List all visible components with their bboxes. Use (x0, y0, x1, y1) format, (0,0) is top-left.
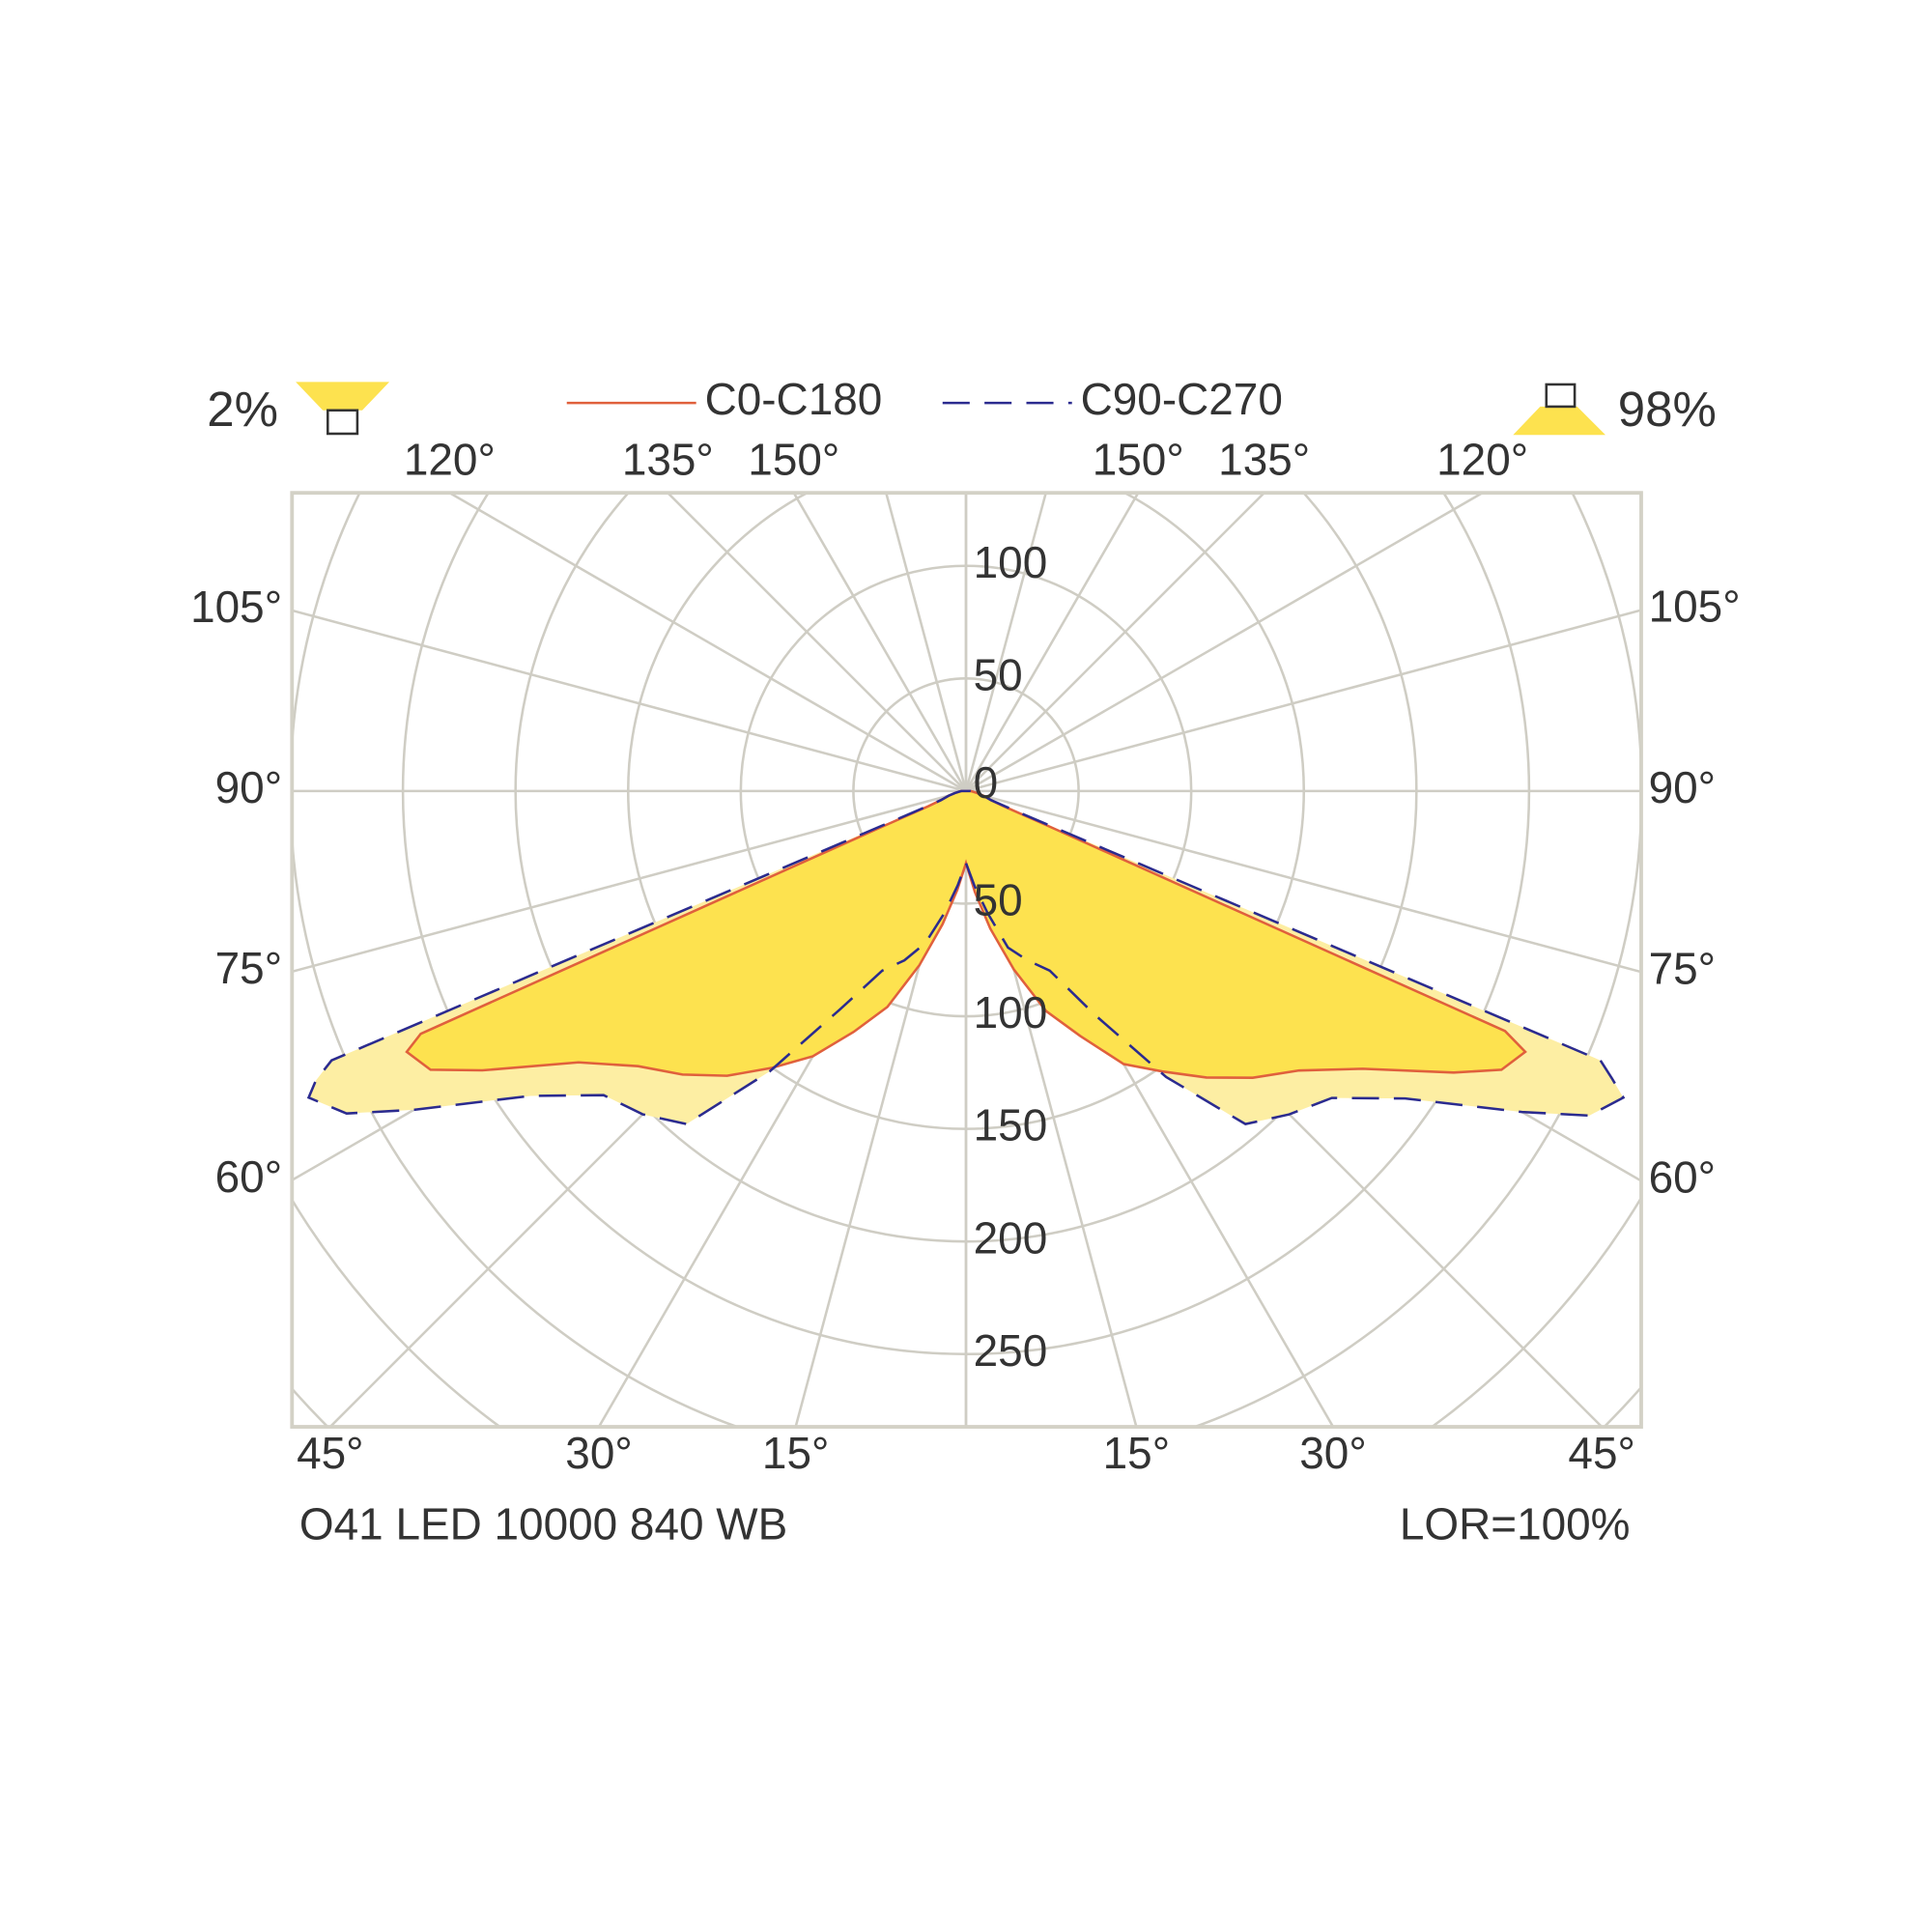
angle-tick-label: 120° (404, 435, 496, 485)
angle-tick-label: 60° (215, 1151, 282, 1202)
plot-area (306, 789, 1626, 1126)
angle-tick-label: 90° (1649, 762, 1716, 812)
grid-ray (292, 609, 967, 793)
r-tick-label: 100 (974, 987, 1048, 1037)
angle-tick-label: 15° (1103, 1428, 1170, 1478)
angle-tick-label: 30° (1299, 1428, 1366, 1478)
upward-label: 2% (207, 382, 278, 437)
angle-tick-label: 135° (622, 435, 714, 485)
grid-ray (965, 493, 1265, 792)
angle-tick-label: 45° (297, 1428, 363, 1478)
grid-ray (448, 493, 967, 792)
downward-icon (1513, 406, 1605, 436)
r-tick-label: 0 (974, 757, 999, 808)
angle-tick-label: 150° (1093, 435, 1184, 485)
angle-tick-label: 105° (190, 582, 282, 632)
luminaire-icon (1545, 383, 1577, 409)
r-tick-label: 250 (974, 1325, 1048, 1376)
angle-tick-label: 30° (565, 1428, 632, 1478)
legend-label: C90-C270 (1081, 374, 1283, 424)
angle-tick-label: 150° (748, 435, 839, 485)
intensity-curve (306, 789, 1626, 1126)
grid-ray (964, 493, 1047, 792)
grid-ray (292, 789, 967, 974)
angle-tick-label: 45° (1568, 1428, 1634, 1478)
lor: LOR=100% (1400, 1499, 1631, 1549)
grid-ray (964, 493, 1140, 792)
r-tick-label: 50 (974, 875, 1023, 925)
grid-ray (965, 609, 1641, 793)
angle-tick-label: 75° (215, 943, 282, 993)
r-tick-label: 200 (974, 1212, 1048, 1263)
caption: O41 LED 10000 840 WB (299, 1499, 787, 1549)
r-tick-label: 150 (974, 1100, 1048, 1151)
angle-tick-label: 75° (1649, 943, 1716, 993)
upward-icon (296, 382, 390, 411)
grid-ray (667, 493, 967, 792)
plot-frame (290, 491, 1643, 1429)
luminaire-icon (327, 409, 359, 436)
angle-tick-label: 105° (1649, 582, 1741, 632)
angle-tick-label: 90° (215, 762, 282, 812)
angle-tick-label: 15° (762, 1428, 829, 1478)
downward-label: 98% (1618, 382, 1717, 437)
labels: 0 50 50 100 100 150 200 250 15° 15° 30° 30° 45° 45° 60… (190, 435, 1740, 1478)
legend-label: C0-C180 (705, 374, 883, 424)
grid-ray (965, 789, 1641, 974)
r-tick-label: 50 (974, 649, 1023, 699)
intensity-area (407, 790, 1525, 1078)
r-tick-label: 100 (974, 537, 1048, 587)
grid-ray (885, 493, 968, 792)
grid-ray (792, 493, 968, 792)
angle-tick-label: 135° (1218, 435, 1310, 485)
angle-tick-label: 120° (1436, 435, 1528, 485)
angle-tick-label: 60° (1649, 1152, 1716, 1203)
grid-ray (965, 493, 1484, 792)
